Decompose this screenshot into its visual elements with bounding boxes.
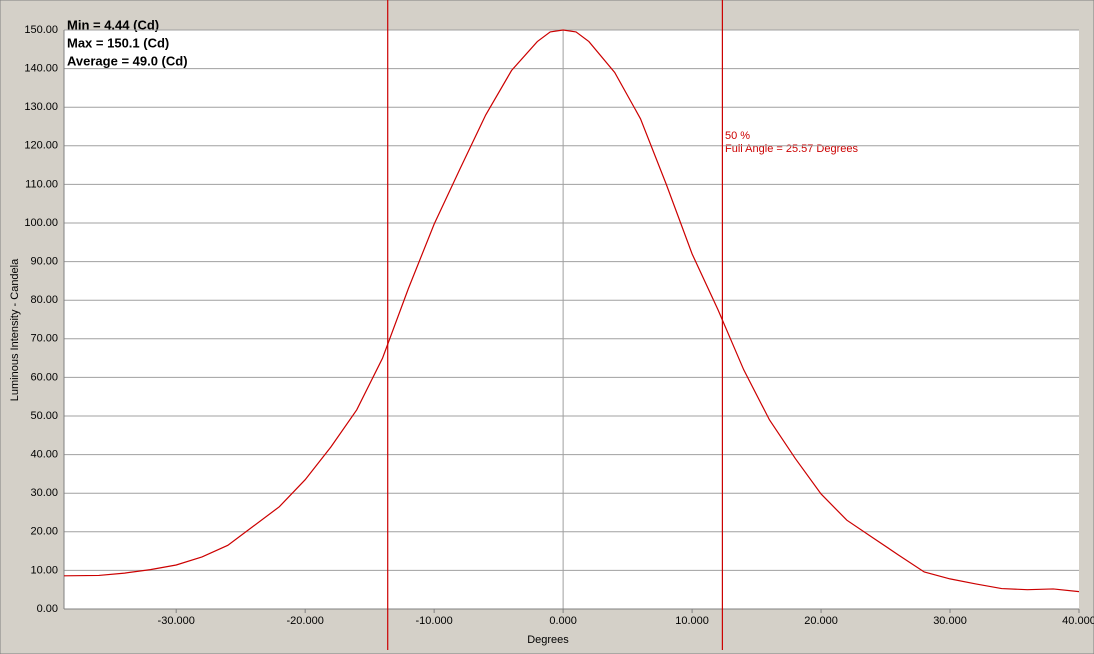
y-tick-label: 140.00 xyxy=(24,63,58,75)
y-tick-label: 10.00 xyxy=(30,564,58,576)
x-tick-label: 40.000 xyxy=(1062,615,1094,627)
y-tick-label: 120.00 xyxy=(24,140,58,152)
y-tick-label: 0.00 xyxy=(37,603,58,615)
y-axis-label: Luminous Intensity - Candela xyxy=(9,258,21,401)
stat-min: Min = 4.44 (Cd) xyxy=(67,17,159,32)
annotation: Full Angle = 25.57 Degrees xyxy=(725,143,859,155)
x-tick-label: -30.000 xyxy=(158,615,195,627)
y-tick-label: 100.00 xyxy=(24,217,58,229)
y-tick-label: 150.00 xyxy=(24,24,58,36)
x-tick-label: -20.000 xyxy=(287,615,324,627)
plot-area xyxy=(64,30,1079,609)
y-tick-label: 40.00 xyxy=(30,449,58,461)
stat-average: Average = 49.0 (Cd) xyxy=(67,53,188,68)
y-tick-label: 80.00 xyxy=(30,294,58,306)
annotation: 50 % xyxy=(725,130,750,142)
x-tick-label: -10.000 xyxy=(415,615,452,627)
y-tick-label: 130.00 xyxy=(24,101,58,113)
stat-max: Max = 150.1 (Cd) xyxy=(67,35,169,50)
line-series xyxy=(63,29,1080,593)
x-tick-label: 10.000 xyxy=(675,615,709,627)
y-tick-label: 50.00 xyxy=(30,410,58,422)
y-tick-label: 20.00 xyxy=(30,526,58,538)
y-tick-label: 70.00 xyxy=(30,333,58,345)
y-tick-label: 30.00 xyxy=(30,487,58,499)
x-tick-label: 0.000 xyxy=(549,615,577,627)
x-tick-label: 30.000 xyxy=(933,615,967,627)
x-tick-label: 20.000 xyxy=(804,615,838,627)
y-tick-label: 110.00 xyxy=(25,178,58,190)
x-axis-label: Degrees xyxy=(527,634,569,646)
y-tick-label: 60.00 xyxy=(30,371,58,383)
y-tick-label: 90.00 xyxy=(30,256,58,268)
